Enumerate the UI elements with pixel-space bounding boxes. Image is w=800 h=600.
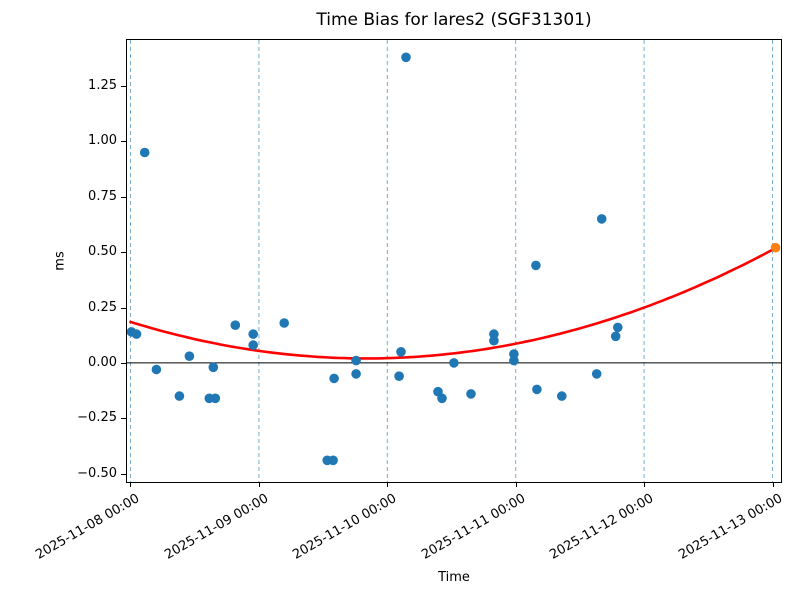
data-point [208,362,219,373]
x-tick-label: 2025-11-13 00:00 [676,491,785,563]
y-tick-label: 1.00 [88,133,117,148]
data-point [509,349,519,359]
y-tick-mark [121,363,126,364]
data-point [532,384,542,395]
y-tick-label: 0.50 [88,244,117,259]
data-point [248,329,258,339]
data-point [557,391,567,401]
y-tick-mark [121,252,126,253]
data-point [401,52,411,63]
y-tick-label: −0.50 [77,466,117,481]
x-tick-mark [259,482,260,487]
y-tick-mark [121,308,126,309]
x-tick-mark [773,482,774,487]
y-tick-label: 0.25 [88,300,117,315]
data-point [131,329,142,339]
data-point [437,393,447,404]
data-point [351,355,361,366]
x-tick-mark [387,482,388,487]
data-point [394,371,404,382]
data-point [174,391,185,401]
data-point [613,322,623,333]
y-tick-label: 0.00 [88,355,117,370]
y-tick-mark [121,418,126,419]
x-tick-label: 2025-11-10 00:00 [290,491,399,563]
plot-area [126,39,782,483]
y-tick-label: 0.75 [88,189,117,204]
data-point [279,318,289,328]
data-point [596,214,607,224]
data-point [610,331,621,342]
data-point [489,329,499,339]
data-point [184,351,195,362]
predicted-point [770,242,781,253]
data-point [139,147,150,158]
data-point [328,455,338,466]
data-point [449,358,459,368]
x-tick-label: 2025-11-12 00:00 [547,491,656,563]
data-point [396,347,406,357]
data-point [210,393,221,404]
x-tick-label: 2025-11-08 00:00 [33,491,142,563]
x-tick-mark [644,482,645,487]
data-point [509,355,519,366]
data-point [351,369,361,379]
y-tick-mark [121,474,126,475]
data-point [466,389,476,399]
data-point [531,260,541,271]
data-point [151,364,162,375]
data-point [329,373,339,384]
data-point [230,320,241,331]
data-point [489,335,499,346]
x-tick-mark [130,482,131,487]
plot-canvas [127,40,781,482]
data-point [248,340,258,350]
x-tick-label: 2025-11-09 00:00 [162,491,271,563]
y-tick-mark [121,141,126,142]
y-tick-mark [121,86,126,87]
x-axis-label: Time [438,570,470,585]
y-tick-label: 1.25 [88,78,117,93]
x-tick-label: 2025-11-11 00:00 [419,491,528,563]
data-point [591,369,602,379]
y-tick-mark [121,197,126,198]
y-tick-label: −0.25 [77,410,117,425]
fit-curve [129,247,777,360]
chart-title: Time Bias for lares2 (SGF31301) [316,10,592,30]
x-tick-mark [516,482,517,487]
